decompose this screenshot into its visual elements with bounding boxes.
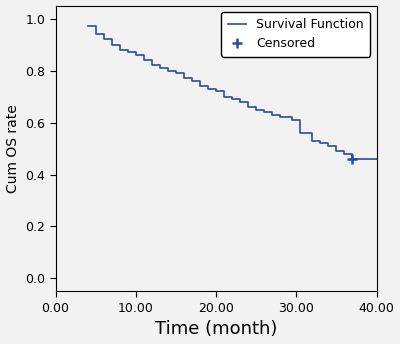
Y-axis label: Cum OS rate: Cum OS rate xyxy=(6,104,20,193)
Legend: Survival Function, Censored: Survival Function, Censored xyxy=(221,12,370,56)
X-axis label: Time (month): Time (month) xyxy=(155,321,277,338)
